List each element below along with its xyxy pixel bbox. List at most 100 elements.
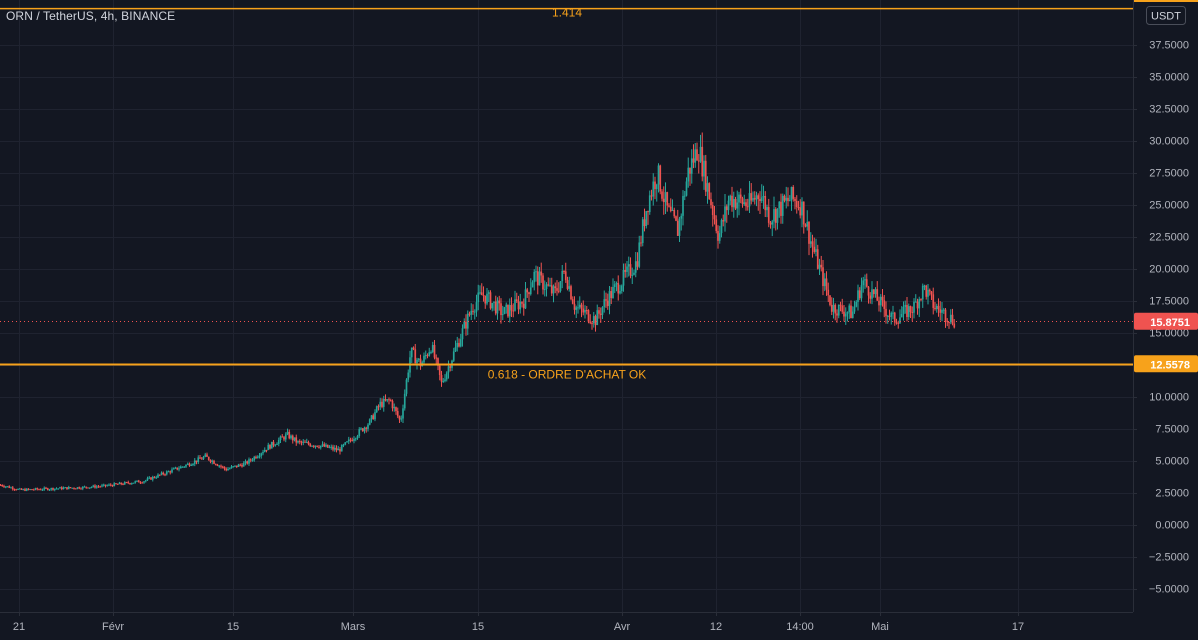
candle-body (8, 486, 11, 488)
candle-body (524, 289, 527, 309)
candle (10, 486, 12, 489)
candle-body (675, 216, 677, 221)
candle-body (162, 472, 165, 475)
candle-body (115, 483, 117, 485)
candle (41, 488, 44, 492)
candle (592, 311, 595, 328)
candle (346, 440, 348, 443)
candle (710, 192, 712, 209)
candle-body (419, 358, 422, 367)
candle-body (696, 149, 698, 161)
candle (248, 457, 250, 466)
candle-body (790, 186, 793, 201)
candle (685, 177, 688, 197)
currency-selector[interactable]: USDT (1146, 6, 1186, 25)
candle (199, 455, 201, 459)
candle (911, 306, 914, 322)
candle (860, 277, 863, 302)
candle-body (893, 312, 896, 323)
candle-body (633, 272, 635, 275)
candle (22, 488, 25, 491)
candle (661, 189, 663, 202)
candle-body (711, 205, 714, 216)
candle-body (776, 208, 779, 223)
candle-body (267, 444, 270, 451)
candle-body (876, 289, 879, 301)
price-tick-label: 30.0000 (1149, 136, 1189, 148)
candle-body (759, 198, 761, 202)
candle (815, 238, 817, 257)
candle-body (38, 489, 40, 491)
candle (725, 204, 728, 223)
candle-body (412, 347, 415, 350)
candle (382, 395, 385, 412)
candle (172, 467, 175, 470)
time-axis[interactable]: 21 Févr 15 Mars 15 Avr 12 14:00 Mai 17 (13, 612, 1024, 633)
candle-body (113, 483, 116, 487)
candle-body (687, 167, 690, 182)
candle-body (619, 290, 621, 294)
candle (36, 487, 39, 491)
candle-body (83, 486, 86, 488)
candle (393, 403, 396, 412)
candle-body (48, 489, 51, 491)
candle (410, 347, 413, 364)
candle-body (599, 313, 602, 315)
price-axis[interactable]: 37.5000 35.0000 32.5000 30.0000 27.5000 25.00… (1133, 0, 1198, 596)
fib-0-618-label: 0.618 - ORDRE D'ACHAT OK (488, 368, 647, 382)
candle (88, 487, 91, 490)
candle (6, 486, 9, 488)
candle (811, 234, 814, 258)
candle-body (739, 194, 742, 199)
candle-body (629, 264, 632, 276)
fib-level-0-618[interactable]: 0.618 - ORDRE D'ACHAT OK (0, 363, 1133, 382)
candle (577, 300, 579, 314)
candle-body (699, 146, 702, 162)
candle (575, 305, 578, 319)
candle (760, 184, 763, 204)
candle-body (676, 220, 679, 236)
candle (687, 157, 690, 188)
candle-body (101, 485, 103, 487)
candle (272, 440, 275, 448)
candle-body (59, 487, 61, 489)
candle (367, 423, 369, 432)
candle (668, 203, 670, 208)
candle-body (256, 456, 259, 458)
fib-0-618-badge-bg (1134, 355, 1198, 373)
candle-body (624, 269, 627, 272)
candle-body (834, 304, 837, 314)
candle-body (673, 209, 676, 217)
candle-body (892, 312, 894, 314)
candle (351, 437, 354, 442)
candle (659, 164, 662, 195)
candle-body (771, 221, 774, 225)
candle-body (171, 469, 173, 473)
candle-body (748, 193, 751, 207)
candle-body (433, 344, 436, 358)
price-tick-label: 17.5000 (1149, 296, 1189, 308)
candle (358, 427, 361, 438)
candle-body (300, 441, 303, 443)
candle (167, 470, 170, 473)
candle (935, 303, 938, 313)
candle-body (753, 198, 756, 200)
candle (144, 479, 147, 483)
candle (309, 442, 312, 447)
candle-body (752, 198, 754, 201)
candle-body (907, 306, 910, 318)
candle-body (204, 454, 207, 457)
price-tick-label: −2.5000 (1149, 552, 1189, 564)
candle-body (430, 351, 432, 353)
candle (123, 481, 126, 486)
candle (839, 301, 842, 312)
candle (694, 142, 697, 168)
candle-body (372, 415, 375, 420)
candle (263, 447, 266, 453)
candle (808, 221, 810, 256)
candle-body (486, 293, 488, 304)
candle-body (909, 306, 912, 312)
candle (253, 455, 256, 462)
candle (438, 365, 441, 381)
